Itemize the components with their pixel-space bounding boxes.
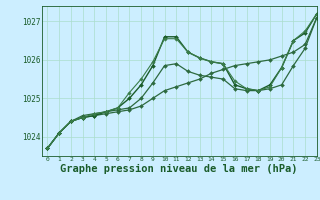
X-axis label: Graphe pression niveau de la mer (hPa): Graphe pression niveau de la mer (hPa) bbox=[60, 164, 298, 174]
